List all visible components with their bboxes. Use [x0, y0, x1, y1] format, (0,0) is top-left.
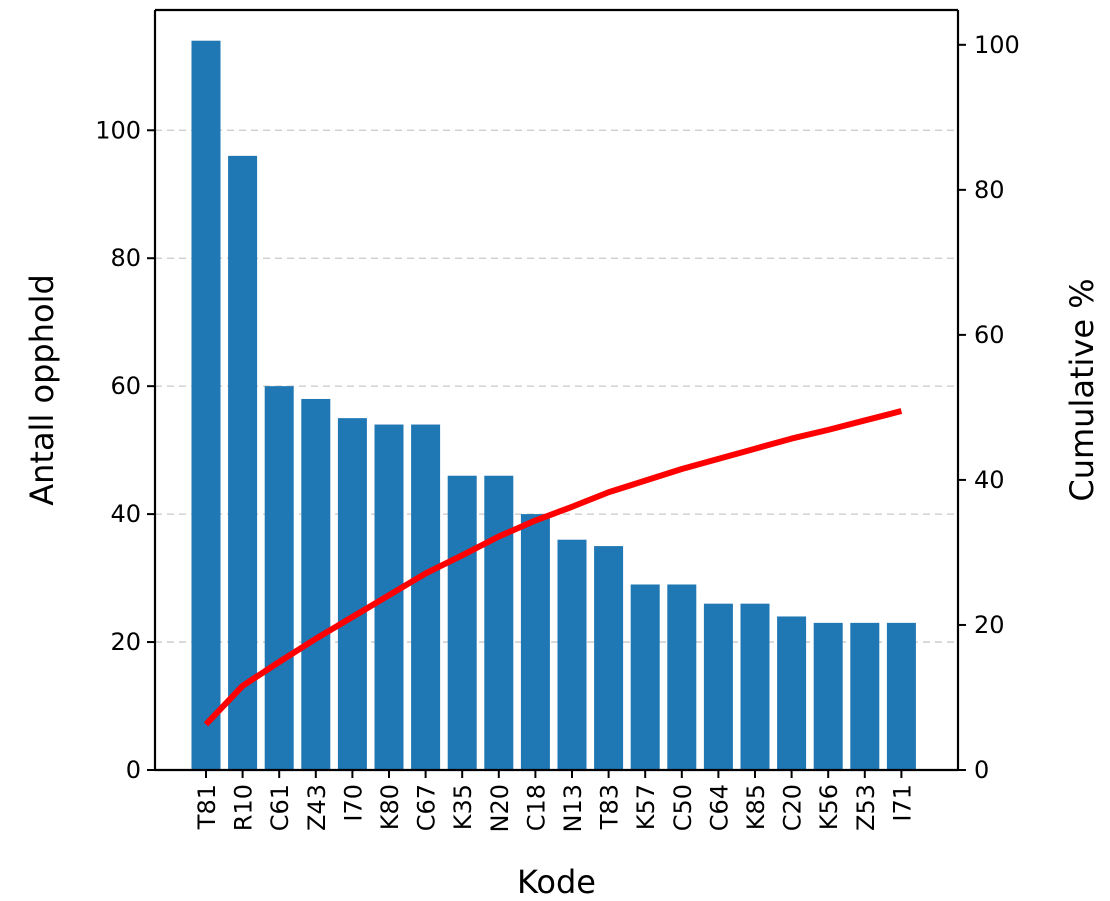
x-tick-label: T81 — [193, 784, 221, 830]
y-right-tick-label: 20 — [974, 611, 1005, 639]
bar-R10 — [228, 155, 258, 770]
x-tick-label: C67 — [413, 784, 441, 831]
x-tick-label: C64 — [705, 784, 733, 831]
x-tick-label: C50 — [669, 784, 697, 831]
bar-T83 — [594, 546, 624, 770]
bar-K56 — [813, 622, 843, 770]
bar-I71 — [886, 622, 916, 770]
x-tick-label: N20 — [486, 784, 514, 833]
y-right-tick-label: 80 — [974, 176, 1005, 204]
y-right-tick-label: 100 — [974, 31, 1020, 59]
bar-K35 — [447, 475, 477, 770]
bar-T81 — [191, 40, 221, 770]
y-left-tick-label: 60 — [110, 372, 141, 400]
y-right-axis-title: Cumulative % — [1063, 278, 1101, 501]
bar-C20 — [777, 616, 807, 770]
cumulative-line — [203, 408, 903, 727]
x-tick-label: R10 — [230, 784, 258, 831]
x-tick-label: K85 — [742, 784, 770, 830]
y-left-axis-title: Antall opphold — [23, 274, 61, 506]
x-tick-label: T83 — [596, 784, 624, 830]
x-tick-label: K57 — [632, 784, 660, 830]
cumulative-line-series — [203, 408, 903, 727]
x-tick-label: K35 — [449, 784, 477, 830]
x-tick-label: C61 — [266, 784, 294, 831]
y-right-tick-label: 60 — [974, 321, 1005, 349]
bar-Z43 — [301, 398, 331, 770]
bar-I70 — [337, 418, 367, 770]
y-right-tick-label: 40 — [974, 466, 1005, 494]
bar-C64 — [703, 603, 733, 770]
bar-N20 — [484, 475, 514, 770]
y-right-tick-labels: 0 20 40 60 80 100 — [974, 31, 1020, 784]
x-tick-label: I70 — [339, 784, 367, 822]
x-tick-label: C20 — [779, 784, 807, 831]
bar-C61 — [264, 386, 294, 770]
bar-Z53 — [850, 622, 880, 770]
x-tick-label: K80 — [376, 784, 404, 830]
bar-series — [191, 40, 916, 770]
bar-K57 — [630, 584, 660, 770]
bar-C18 — [520, 514, 550, 770]
axes — [147, 8, 966, 778]
x-tick-label: I71 — [888, 784, 916, 822]
x-tick-label: Z43 — [303, 784, 331, 831]
y-left-tick-label: 40 — [110, 500, 141, 528]
bar-K85 — [740, 603, 770, 770]
y-left-tick-label: 0 — [126, 756, 141, 784]
x-tick-label: Z53 — [852, 784, 880, 831]
bar-C67 — [411, 424, 441, 770]
bar-N13 — [557, 539, 587, 770]
y-left-tick-label: 20 — [110, 628, 141, 656]
x-tick-labels: T81 R10 C61 Z43 I70 K80 C67 K35 N20 C18 N13 T83 K57 C… — [193, 784, 916, 833]
y-left-tick-label: 100 — [95, 116, 141, 144]
x-tick-label: N13 — [559, 784, 587, 833]
y-left-tick-labels: 0 20 40 60 80 100 — [95, 116, 141, 784]
bar-C50 — [667, 584, 697, 770]
y-right-tick-label: 0 — [974, 756, 989, 784]
x-axis-title: Kode — [517, 863, 596, 901]
y-left-tick-label: 80 — [110, 244, 141, 272]
x-tick-label: C18 — [522, 784, 550, 831]
x-tick-label: K56 — [815, 784, 843, 830]
